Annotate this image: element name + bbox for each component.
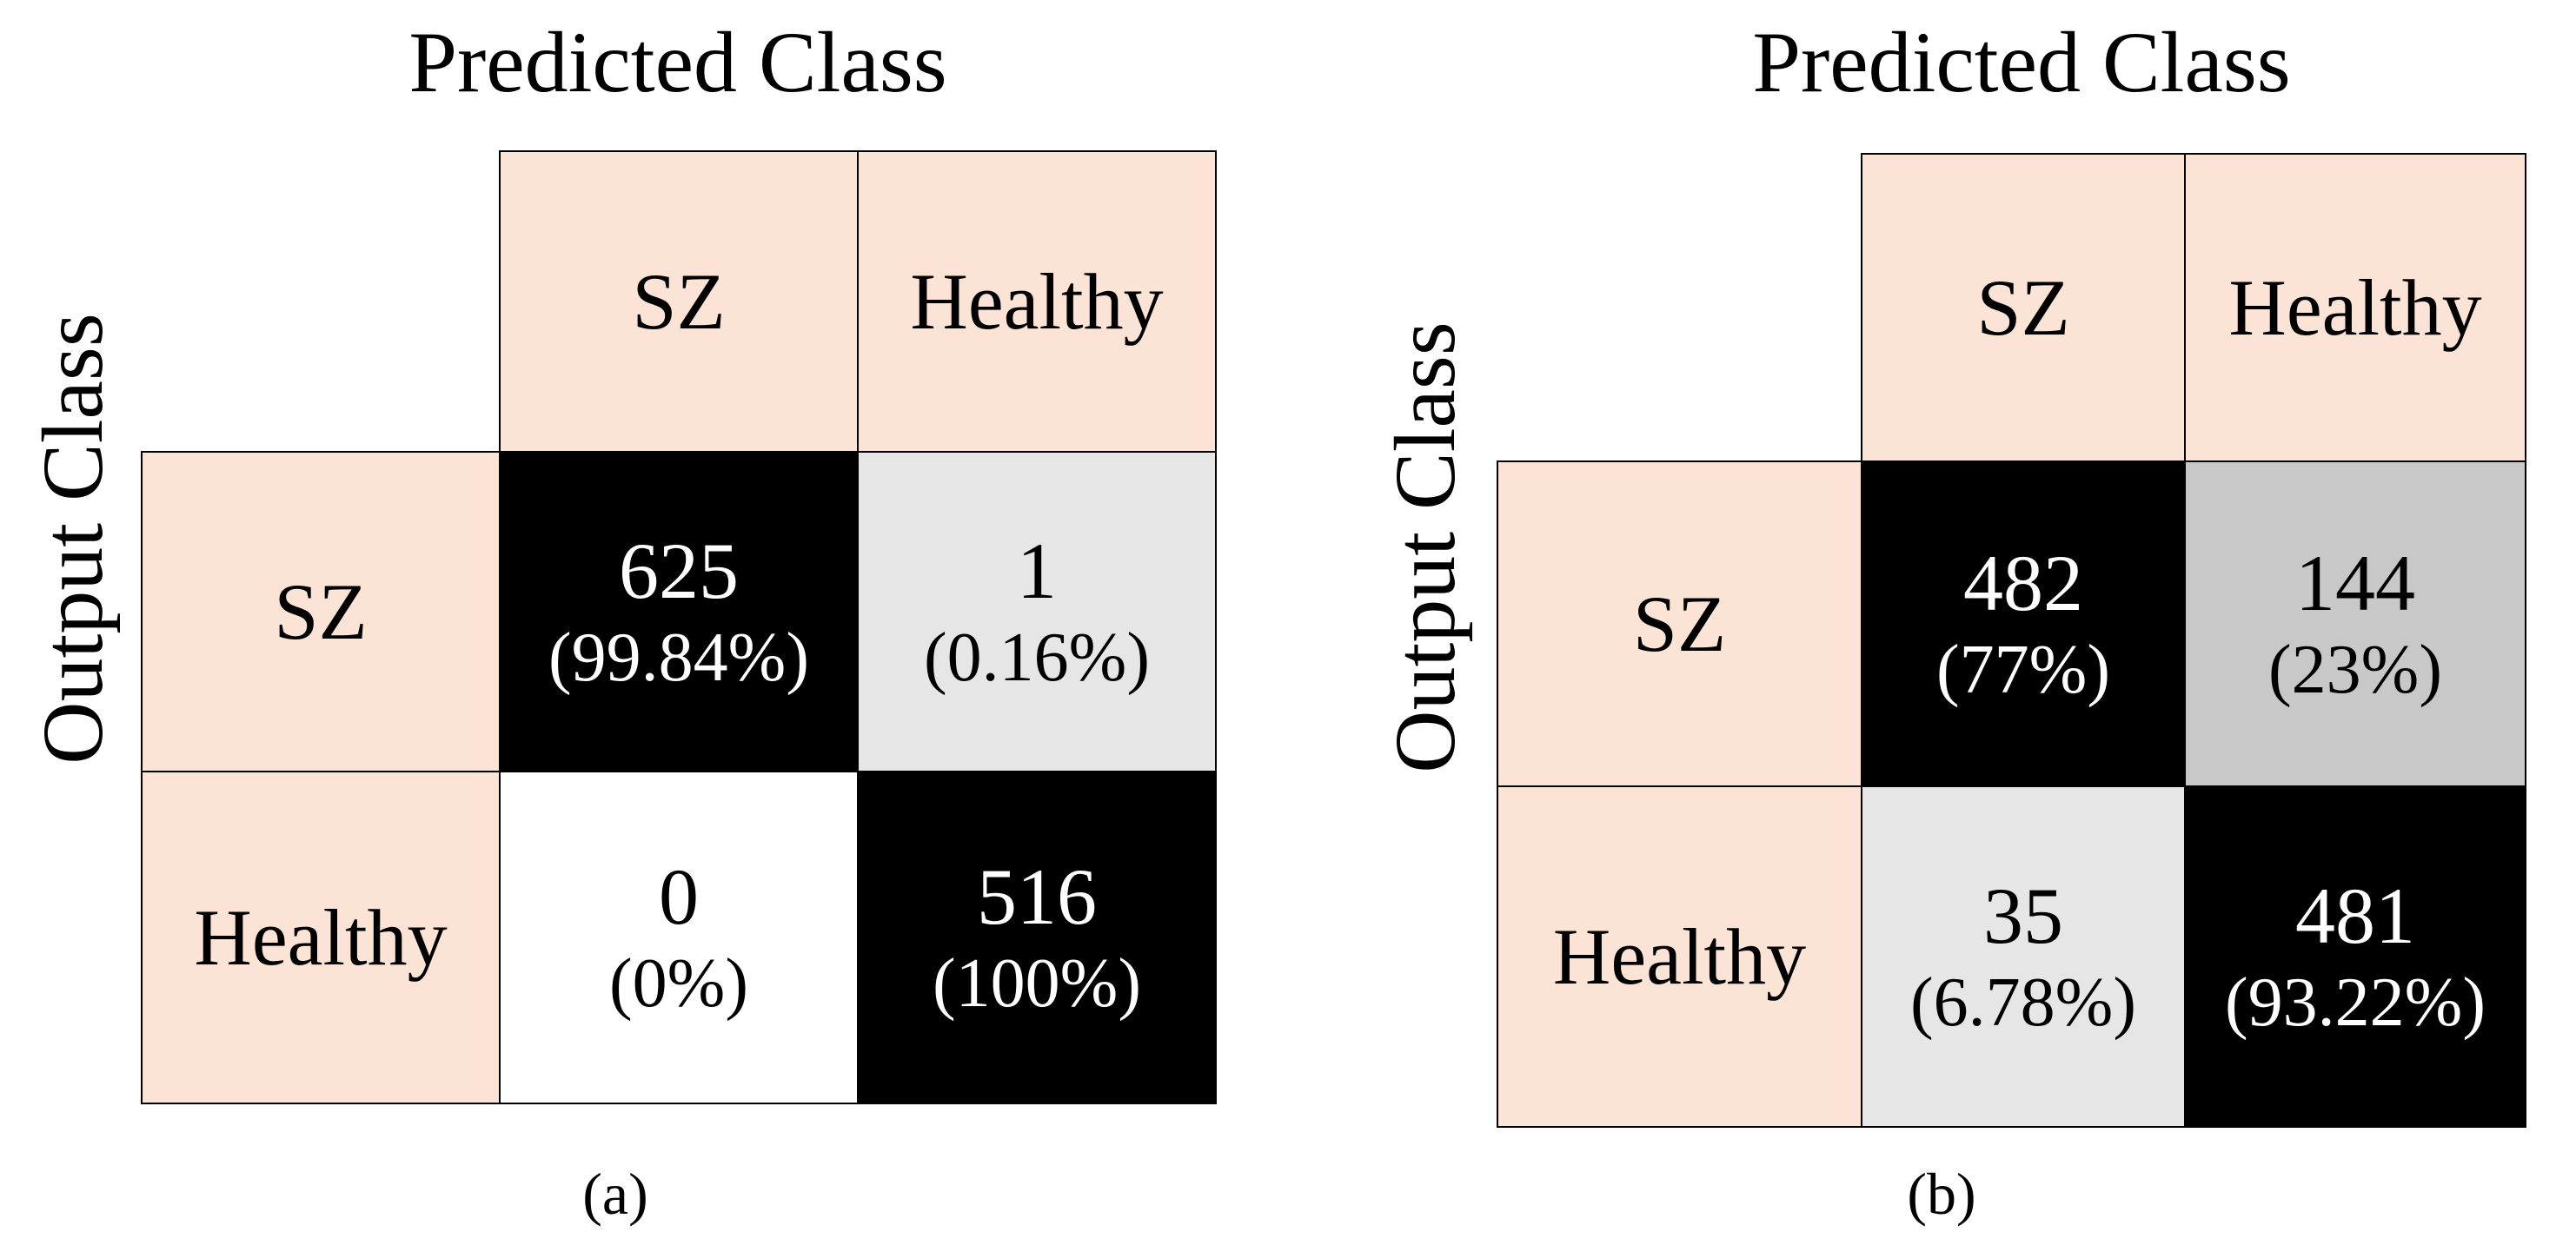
matrix-title: Predicted Class (408, 14, 947, 110)
column-header-sz: SZ (499, 150, 859, 453)
row-header-healthy: Healthy (141, 771, 501, 1104)
column-header-sz: SZ (1861, 153, 2186, 462)
cell-count: 0 (659, 852, 699, 942)
row-header-sz: SZ (141, 451, 501, 772)
cell-percent: (0.16%) (924, 619, 1150, 696)
matrix-ylabel: Output Class (24, 313, 121, 765)
cell-count: 625 (619, 527, 739, 616)
matrix-title: Predicted Class (1752, 14, 2291, 110)
cell-count: 516 (977, 852, 1097, 942)
matrix-cell: 481 (93.22%) (2184, 785, 2526, 1128)
matrix-cell: 516 (100%) (857, 771, 1217, 1104)
matrix-ylabel: Output Class (1377, 321, 1473, 773)
cell-percent: (77%) (1936, 631, 2110, 708)
column-header-healthy: Healthy (2184, 153, 2526, 462)
matrix-cell: 482 (77%) (1861, 460, 2186, 787)
cell-percent: (23%) (2268, 631, 2442, 708)
matrix-cell: 144 (23%) (2184, 460, 2526, 787)
column-header-healthy: Healthy (857, 150, 1217, 453)
cell-count: 482 (1963, 539, 2083, 628)
cell-percent: (99.84%) (548, 619, 809, 696)
matrix-cell: 1 (0.16%) (857, 451, 1217, 772)
cell-percent: (0%) (609, 944, 748, 1022)
cell-percent: (93.22%) (2225, 964, 2486, 1041)
matrix-cell: 0 (0%) (499, 771, 859, 1104)
row-header-healthy: Healthy (1497, 785, 1862, 1128)
row-header-sz: SZ (1497, 460, 1862, 787)
cell-count: 35 (1983, 871, 2063, 961)
confusion-matrix-b: Predicted Class Output Class SZ Healthy … (1288, 0, 2576, 1252)
cell-count: 1 (1017, 527, 1057, 616)
panel-caption: (b) (1907, 1161, 1976, 1227)
matrix-cell: 35 (6.78%) (1861, 785, 2186, 1128)
matrix-cell: 625 (99.84%) (499, 451, 859, 772)
panel-caption: (a) (582, 1161, 648, 1227)
confusion-matrix-a: Predicted Class Output Class SZ Healthy … (24, 14, 1217, 1227)
cell-count: 144 (2295, 539, 2415, 628)
cell-percent: (100%) (933, 944, 1141, 1022)
cell-percent: (6.78%) (1910, 964, 2136, 1041)
cell-count: 481 (2295, 871, 2415, 961)
